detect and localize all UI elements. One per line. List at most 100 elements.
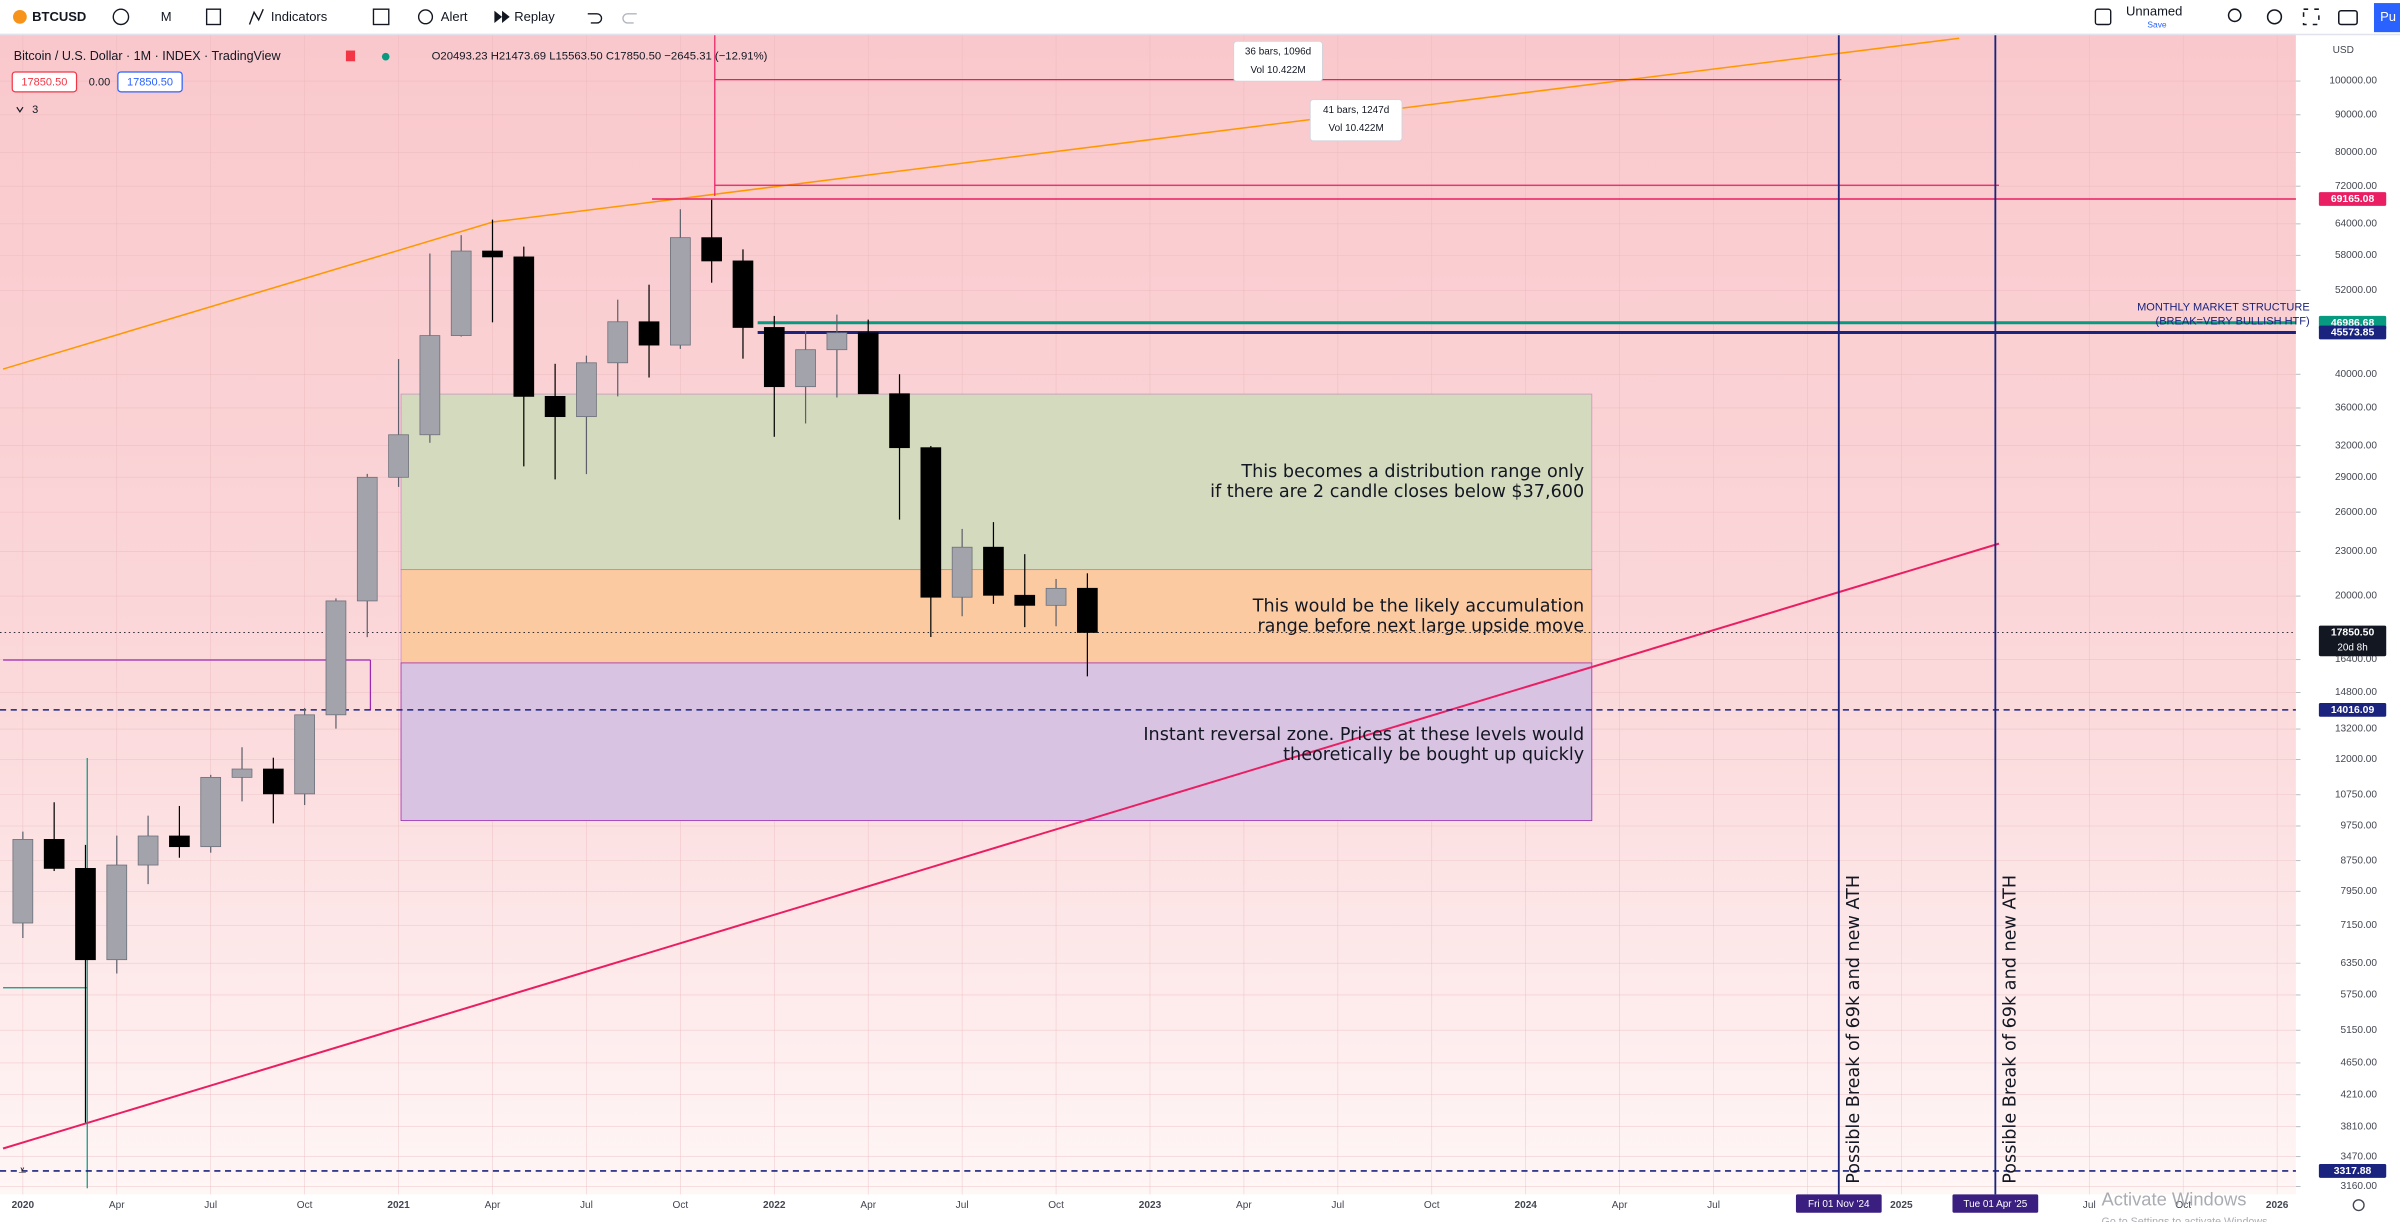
y-tick-label: 10750.00 xyxy=(2335,789,2377,800)
y-tick-label: 13200.00 xyxy=(2335,724,2377,735)
candle-body xyxy=(325,600,347,716)
y-tick-label: 3470.00 xyxy=(2341,1151,2378,1162)
y-tick-label: 9750.00 xyxy=(2341,821,2378,832)
spread: 0.00 xyxy=(89,77,110,89)
level-label-box xyxy=(2318,702,2387,717)
candle-body xyxy=(106,864,128,961)
x-tick-label: 2022 xyxy=(763,1200,786,1211)
measure-text: Vol 10.422M xyxy=(1250,65,1305,76)
candle-body xyxy=(75,868,96,961)
collapse-icon[interactable] xyxy=(16,106,24,113)
candle-body xyxy=(607,321,629,364)
bid-price: 17850.50 xyxy=(21,77,67,89)
ask-price: 17850.50 xyxy=(127,77,173,89)
candle-body xyxy=(638,321,660,346)
compare-button[interactable] xyxy=(112,8,130,26)
y-tick-label: 3160.00 xyxy=(2341,1181,2378,1192)
event-note: Possible Break of 69k and new ATH xyxy=(2001,875,2021,1184)
watermark: Activate Windows xyxy=(2102,1188,2247,1209)
x-tick-label: Oct xyxy=(2175,1200,2191,1211)
layout-checkbox[interactable] xyxy=(2094,8,2112,26)
y-tick-label: 26000.00 xyxy=(2335,507,2377,518)
candle-body xyxy=(576,362,597,418)
x-tick-label: Apr xyxy=(109,1200,125,1211)
zone-note: This becomes a distribution range only xyxy=(1240,462,1584,482)
symbol-button[interactable]: BTCUSD xyxy=(32,9,86,24)
candle-body xyxy=(795,349,816,388)
candle-body xyxy=(670,237,691,346)
candle-body xyxy=(356,476,378,602)
event-date-box xyxy=(1795,1194,1882,1213)
event-date-box xyxy=(1952,1194,2039,1213)
templates-button[interactable] xyxy=(372,8,390,26)
y-tick-label: 4210.00 xyxy=(2341,1089,2378,1100)
level-label: 14016.09 xyxy=(2331,705,2375,716)
settings-button[interactable] xyxy=(2266,9,2283,25)
candle-body xyxy=(763,327,785,388)
candle-body xyxy=(231,768,253,778)
y-tick-label: 8750.00 xyxy=(2341,855,2378,866)
level-label-box xyxy=(2318,625,2387,657)
candle-body xyxy=(732,260,754,328)
layout-name[interactable]: Unnamed xyxy=(2126,4,2182,19)
candle-body xyxy=(1014,594,1036,606)
candle-body xyxy=(200,776,222,848)
ask-box[interactable] xyxy=(117,71,183,93)
y-tick-label: 5150.00 xyxy=(2341,1025,2378,1036)
indicators-button[interactable]: Indicators xyxy=(271,9,328,24)
zone-note: This would be the likely accumulation xyxy=(1252,596,1584,616)
publish-button[interactable]: Pu xyxy=(2380,9,2396,24)
level-label-box xyxy=(2318,1164,2387,1178)
x-tick-label: Jul xyxy=(1331,1200,1344,1211)
y-tick-label: 12000.00 xyxy=(2335,754,2377,765)
axis-settings[interactable] xyxy=(2352,1199,2365,1212)
candle-body xyxy=(12,839,34,924)
x-tick-label: Apr xyxy=(860,1200,876,1211)
level-label: 45573.85 xyxy=(2331,328,2375,339)
y-tick-label: 7950.00 xyxy=(2341,886,2378,897)
zone xyxy=(400,393,1593,571)
candle-body xyxy=(450,250,472,336)
structure-label: MONTHLY MARKET STRUCTURE xyxy=(2137,302,2310,314)
fullscreen-button[interactable] xyxy=(2302,8,2320,26)
y-tick-label: 100000.00 xyxy=(2329,76,2377,87)
toolbar: BTCUSD M Indicators Alert Replay Unnamed… xyxy=(0,0,2400,36)
chart-type-button[interactable] xyxy=(205,8,222,26)
event-date: Tue 01 Apr '25 xyxy=(1963,1199,2027,1210)
zone xyxy=(400,662,1593,822)
zone-note: theoretically be bought up quickly xyxy=(1283,745,1584,765)
level-label: 17850.50 xyxy=(2331,628,2375,639)
x-tick-label: 2025 xyxy=(1890,1200,1913,1211)
y-tick-label: 5750.00 xyxy=(2341,990,2378,1001)
y-tick-label: 64000.00 xyxy=(2335,219,2377,230)
search-button[interactable] xyxy=(2227,8,2242,23)
candle-body xyxy=(43,839,65,869)
bid-box[interactable] xyxy=(11,71,78,93)
y-tick-label: 32000.00 xyxy=(2335,440,2377,451)
x-tick-label: Jul xyxy=(204,1200,217,1211)
measure-text: Vol 10.422M xyxy=(1329,123,1384,134)
y-tick-label: 16400.00 xyxy=(2335,654,2377,665)
alert-icon xyxy=(417,9,434,25)
redo-button[interactable] xyxy=(622,13,637,24)
undo-button[interactable] xyxy=(587,13,603,24)
x-tick-label: Jul xyxy=(2083,1200,2096,1211)
candle-body xyxy=(701,237,722,262)
candle-body xyxy=(169,835,190,848)
structure-label: (BREAK=VERY BULLISH HTF) xyxy=(2156,315,2310,327)
x-tick-label: 2024 xyxy=(1514,1200,1537,1211)
time-axis-background xyxy=(0,1194,2296,1222)
candle-body xyxy=(137,835,159,866)
candle-body xyxy=(1045,587,1067,606)
x-tick-label: Apr xyxy=(485,1200,501,1211)
alert-button[interactable]: Alert xyxy=(441,9,468,24)
interval-button[interactable]: M xyxy=(161,9,172,24)
y-tick-label: 14800.00 xyxy=(2335,687,2377,698)
snapshot-button[interactable] xyxy=(2338,9,2358,26)
axes: USD 100000.00 90000.00 80000.00 72000.00 640… xyxy=(12,45,2378,1211)
candle-body xyxy=(857,332,879,395)
replay-button[interactable]: Replay xyxy=(514,9,555,24)
tools-icon[interactable]: ⩡ xyxy=(18,1163,26,1178)
save-button[interactable]: Save xyxy=(2147,19,2166,29)
y-tick-label: 29000.00 xyxy=(2335,472,2377,483)
